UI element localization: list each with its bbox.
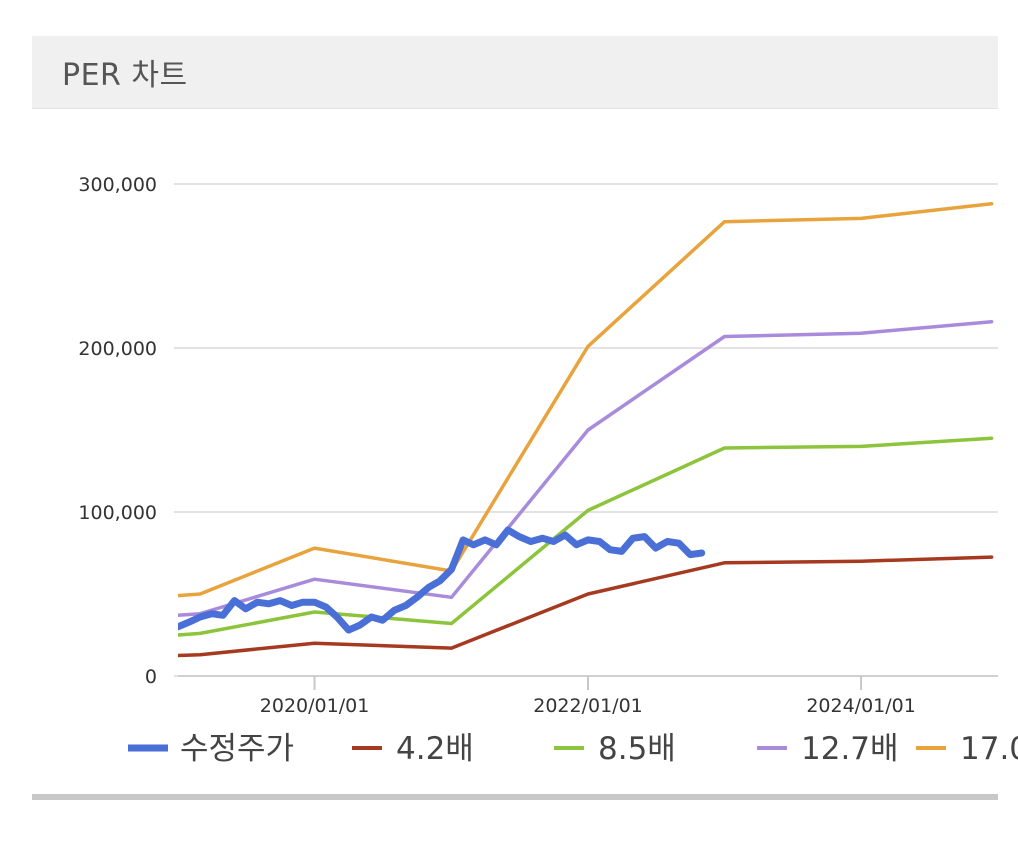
legend-label: 수정주가 (180, 731, 294, 767)
legend-label: 4.2배 (396, 731, 474, 767)
x-tick-label: 2022/01/01 (533, 695, 643, 717)
per-line-chart: 0 100,000 200,000 300,000 2020/01/01 2022/01/… (78, 174, 1018, 767)
legend-label: 8.5배 (598, 731, 676, 767)
series-line-8.5배 (178, 436, 994, 637)
series-line-adjusted-price (178, 526, 706, 634)
x-tick-label: 2024/01/01 (806, 695, 916, 717)
x-tick-label: 2020/01/01 (260, 695, 370, 717)
series-line-4.2배 (178, 555, 994, 658)
series-line-12.7배 (178, 320, 994, 618)
chart-panel-header: PER 차트 (32, 36, 998, 109)
legend-label: 17.0배 (960, 731, 1018, 767)
legend-label: 12.7배 (801, 731, 899, 767)
series-line-17.0배 (178, 201, 994, 598)
y-tick-label: 100,000 (78, 502, 157, 524)
panel-title: PER 차트 (62, 58, 188, 93)
panel-bottom-rule (32, 794, 998, 800)
y-tick-label: 300,000 (78, 174, 157, 196)
y-tick-label: 0 (145, 666, 157, 688)
y-tick-label: 200,000 (78, 338, 157, 360)
